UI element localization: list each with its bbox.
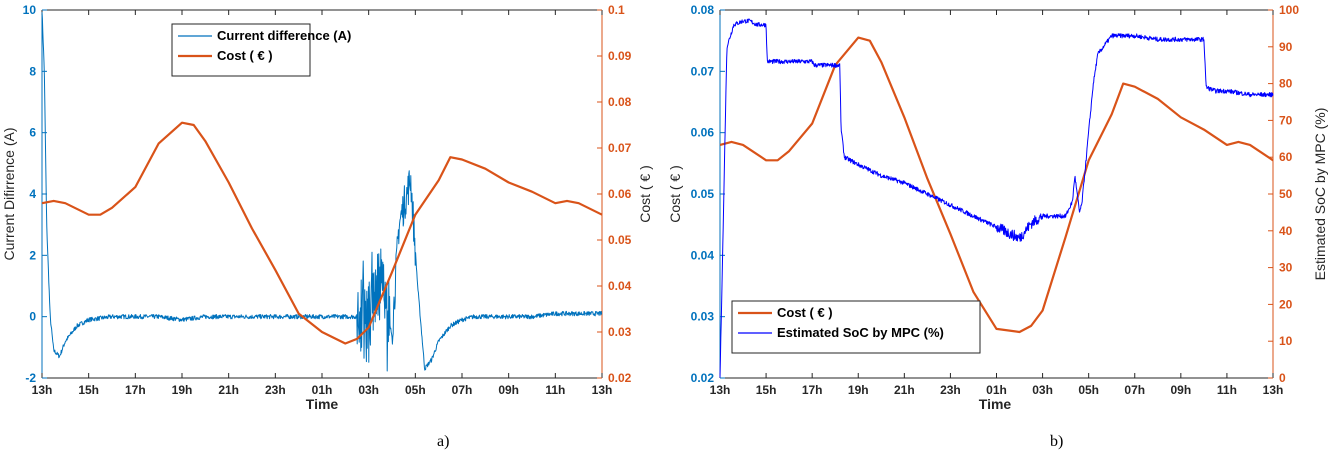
x-tick-label: 13h (710, 383, 731, 397)
y-right-tick-label: 70 (1279, 113, 1293, 127)
y-left-tick-label: 8 (29, 64, 36, 78)
legend-box (171, 23, 311, 77)
x-tick-label: 17h (125, 383, 146, 397)
legend-box (731, 300, 981, 354)
y-left-tick-label: 0.05 (691, 187, 715, 201)
y-right-tick-label: 100 (1279, 3, 1299, 17)
y-left-tick-label: 4 (29, 187, 36, 201)
y-left-tick-label: 0.06 (691, 126, 715, 140)
x-tick-label: 09h (1170, 383, 1191, 397)
x-tick-label: 07h (452, 383, 473, 397)
x-tick-label: 19h (848, 383, 869, 397)
y-right-tick-label: 0.05 (608, 233, 632, 247)
y-right-tick-label: 0.08 (608, 95, 632, 109)
x-tick-label: 09h (498, 383, 519, 397)
x-axis-label: Time (306, 396, 339, 412)
x-tick-label: 03h (358, 383, 379, 397)
y-left-tick-label: 0.08 (691, 3, 715, 17)
x-tick-label: 23h (265, 383, 286, 397)
y-right-tick-label: 50 (1279, 187, 1293, 201)
y-right-tick-label: 60 (1279, 150, 1293, 164)
series-line-1 (719, 18, 1274, 378)
x-tick-label: 21h (894, 383, 915, 397)
y-right-tick-label: 0.1 (608, 3, 625, 17)
y-right-tick-label: 20 (1279, 297, 1293, 311)
x-tick-label: 07h (1124, 383, 1145, 397)
y-right-axis-label: Estimated SoC by MPC (%) (1312, 108, 1328, 281)
x-tick-label: 21h (218, 383, 239, 397)
x-tick-label: 11h (545, 383, 565, 397)
y-left-tick-label: -2 (25, 371, 36, 385)
panel-b: 13h 15h 17h 19h 21h 23h 01h 03h 05h 07h 09h 11h 13h T… (667, 3, 1328, 412)
y-right-tick-label: 10 (1279, 334, 1293, 348)
series-line-0 (41, 12, 603, 372)
y-left-tick-label: 10 (23, 3, 37, 17)
y-right-tick-label: 0.02 (608, 371, 632, 385)
y-right-tick-label: 0.04 (608, 279, 632, 293)
y-right-tick-label: 80 (1279, 77, 1293, 91)
y-right-tick-label: 0.06 (608, 187, 632, 201)
y-left-tick-label: 0.07 (691, 64, 715, 78)
x-tick-label: 19h (172, 383, 193, 397)
series-line-1 (41, 121, 603, 345)
y-left-tick-label: 0 (29, 310, 36, 324)
y-left-axis-label: Current Difirrence (A) (1, 127, 17, 260)
x-tick-label: 15h (756, 383, 777, 397)
x-tick-label: 05h (1078, 383, 1099, 397)
y-right-tick-label: 40 (1279, 224, 1293, 238)
x-tick-label: 17h (802, 383, 823, 397)
y-right-tick-label: 0.07 (608, 141, 632, 155)
legend-entry-label: Cost ( € ) (217, 48, 273, 63)
y-left-tick-label: 0.02 (691, 371, 715, 385)
y-left-axis-label: Cost ( € ) (667, 165, 683, 223)
x-tick-label: 23h (940, 383, 961, 397)
legend-entry-label: Current difference (A) (217, 28, 351, 43)
series-line-0 (719, 36, 1274, 334)
y-right-tick-label: 0.09 (608, 49, 632, 63)
x-tick-label: 11h (1217, 383, 1237, 397)
x-tick-label: 15h (78, 383, 99, 397)
y-left-tick-label: 6 (29, 126, 36, 140)
x-tick-label: 03h (1032, 383, 1053, 397)
panel-a: 13h 15h 17h 19h 21h 23h 01h 03h 05h 07h 09h 11h 13h T… (1, 3, 653, 412)
x-tick-label: 05h (405, 383, 426, 397)
x-tick-label: 01h (312, 383, 333, 397)
x-axis-label: Time (979, 396, 1012, 412)
y-right-tick-label: 0.03 (608, 325, 632, 339)
y-left-tick-label: 0.03 (691, 310, 715, 324)
legend-entry-label: Cost ( € ) (777, 305, 833, 320)
caption-b: b) (1050, 433, 1064, 450)
caption-a: a) (437, 433, 450, 450)
legend-entry-label: Estimated SoC by MPC (%) (777, 325, 944, 340)
x-tick-label: 13h (1263, 383, 1284, 397)
y-left-tick-label: 0.04 (691, 248, 715, 262)
x-tick-label: 13h (592, 383, 613, 397)
y-right-tick-label: 30 (1279, 261, 1293, 275)
y-right-axis-label: Cost ( € ) (637, 165, 653, 223)
y-right-tick-label: 90 (1279, 40, 1293, 54)
x-tick-label: 01h (986, 383, 1007, 397)
y-right-tick-label: 0 (1279, 371, 1286, 385)
y-left-tick-label: 2 (29, 248, 36, 262)
x-tick-label: 13h (32, 383, 53, 397)
